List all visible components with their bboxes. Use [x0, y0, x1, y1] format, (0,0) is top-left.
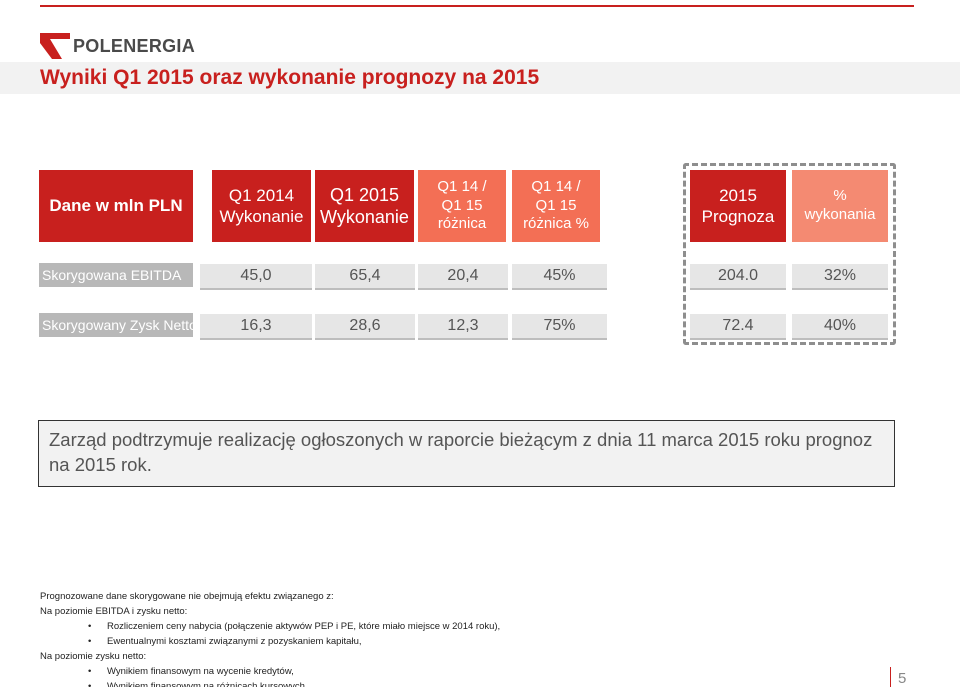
forecast-highlight-frame: [683, 163, 896, 345]
row-label-net-profit: Skorygowany Zysk Netto: [39, 313, 197, 337]
table-cell: 16,3: [200, 314, 312, 338]
table-cell: 204.0: [690, 264, 786, 288]
col-header-line: %: [833, 187, 847, 205]
table-cell: 45%: [512, 264, 607, 288]
col-header-line: różnica: [437, 215, 487, 233]
col-header-line: 2015: [719, 185, 757, 205]
col-header-line: Q1 2014: [228, 185, 295, 205]
table-cell: 72.4: [690, 314, 786, 338]
table-cell: 40%: [792, 314, 888, 338]
col-header-line: wykonania: [804, 206, 876, 223]
footnote: Prognozowane dane skorygowane nie obejmu…: [40, 589, 500, 687]
col-header-line: różnica %: [523, 215, 589, 233]
table-cell: 28,6: [315, 314, 415, 338]
col-header-line: Wykonanie: [320, 207, 409, 227]
page-number: 5: [898, 670, 907, 687]
footnote-group-title: Na poziomie zysku netto:: [40, 651, 147, 662]
list-item: Wynikiem finansowym na różnicach kursowy…: [40, 679, 500, 687]
col-header-line: Q1 15: [441, 196, 483, 214]
col-header-line: Q1 14 /: [437, 177, 487, 195]
col-header-line: Q1 14 /: [531, 177, 581, 195]
col-header-difference-pct: Q1 14 /Q1 15 różnica %: [512, 170, 600, 242]
table-cell: 12,3: [418, 314, 508, 338]
table-header-label: Dane w mln PLN: [39, 170, 193, 242]
logo: POLENERGIA: [40, 33, 195, 59]
polenergia-logo-icon: [40, 33, 70, 59]
list-item: Ewentualnymi kosztami związanymi z pozys…: [40, 634, 500, 649]
notice-box: Zarząd podtrzymuje realizację ogłoszonyc…: [38, 420, 895, 487]
title-band: [0, 62, 960, 94]
col-header-line: Prognoza: [701, 207, 775, 226]
top-rule: [40, 5, 914, 7]
logo-text: POLENERGIA: [73, 35, 196, 56]
table-cell: 75%: [512, 314, 607, 338]
col-header-line: Q1 15: [535, 196, 577, 214]
col-header-execution-pct: % wykonania: [792, 170, 888, 242]
footnote-intro: Prognozowane dane skorygowane nie obejmu…: [40, 591, 334, 602]
list-item: Wynikiem finansowym na wycenie kredytów,: [40, 664, 500, 679]
table-cell: 45,0: [200, 264, 312, 288]
col-header-q1-2014: Q1 2014 Wykonanie: [212, 170, 311, 242]
col-header-line: Wykonanie: [219, 207, 304, 226]
page-number-rule: [890, 667, 891, 687]
col-header-line: Q1 2015: [329, 184, 400, 205]
col-header-q1-2015: Q1 2015 Wykonanie: [315, 170, 414, 242]
table-cell: 20,4: [418, 264, 508, 288]
footnote-group-title: Na poziomie EBITDA i zysku netto:: [40, 606, 188, 617]
row-label-ebitda: Skorygowana EBITDA: [39, 263, 193, 287]
col-header-difference: Q1 14 /Q1 15 różnica: [418, 170, 506, 242]
table-cell: 32%: [792, 264, 888, 288]
table-cell: 65,4: [315, 264, 415, 288]
list-item: Rozliczeniem ceny nabycia (połączenie ak…: [40, 619, 500, 634]
col-header-forecast-2015: 2015 Prognoza: [690, 170, 786, 242]
page-title: Wyniki Q1 2015 oraz wykonanie prognozy n…: [40, 66, 540, 89]
